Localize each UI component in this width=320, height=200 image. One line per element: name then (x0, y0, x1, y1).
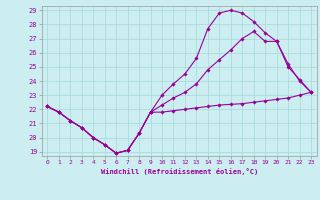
X-axis label: Windchill (Refroidissement éolien,°C): Windchill (Refroidissement éolien,°C) (100, 168, 258, 175)
